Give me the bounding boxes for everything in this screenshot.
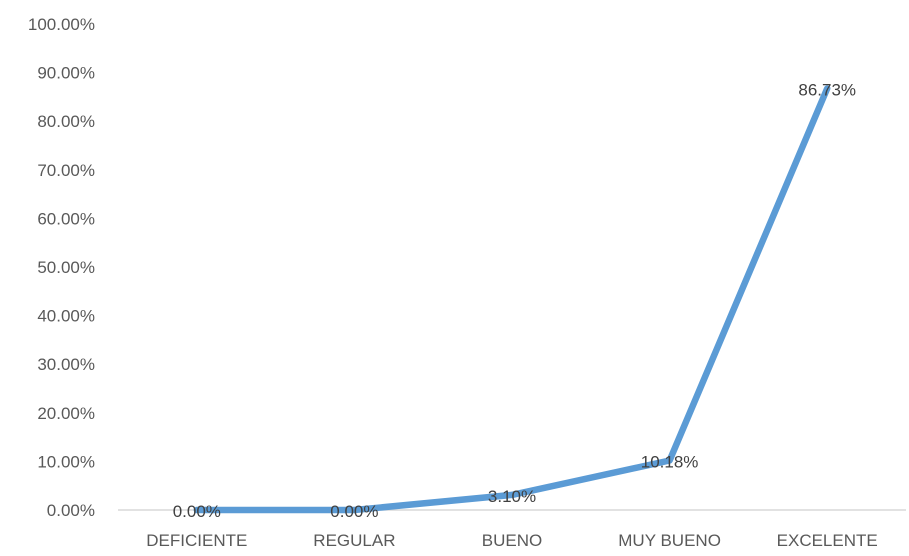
x-tick-label: BUENO — [482, 531, 542, 550]
x-tick-label: REGULAR — [313, 531, 395, 550]
y-tick-label: 80.00% — [37, 112, 95, 131]
y-tick-label: 30.00% — [37, 355, 95, 374]
y-axis-ticks: 0.00% 10.00% 20.00% 30.00% 40.00% 50.00% 60.00… — [28, 15, 95, 520]
x-tick-label: DEFICIENTE — [146, 531, 247, 550]
data-label: 86.73% — [798, 80, 856, 99]
y-tick-label: 90.00% — [37, 64, 95, 83]
x-tick-label: MUY BUENO — [618, 531, 721, 550]
data-label: 0.00% — [330, 502, 378, 521]
y-tick-label: 50.00% — [37, 258, 95, 277]
data-label: 3.10% — [488, 487, 536, 506]
y-tick-label: 100.00% — [28, 15, 95, 34]
y-tick-label: 20.00% — [37, 404, 95, 423]
y-tick-label: 60.00% — [37, 209, 95, 228]
x-axis-ticks: DEFICIENTE REGULAR BUENO MUY BUENO EXCELENTE — [146, 531, 877, 550]
series-line — [193, 85, 831, 514]
y-tick-label: 0.00% — [47, 501, 95, 520]
x-tick-label: EXCELENTE — [777, 531, 878, 550]
data-label: 0.00% — [173, 502, 221, 521]
data-labels: 0.00% 0.00% 3.10% 10.18% 86.73% — [173, 80, 856, 521]
data-label: 10.18% — [641, 453, 699, 472]
y-tick-label: 70.00% — [37, 161, 95, 180]
y-tick-label: 40.00% — [37, 307, 95, 326]
y-tick-label: 10.00% — [37, 452, 95, 471]
